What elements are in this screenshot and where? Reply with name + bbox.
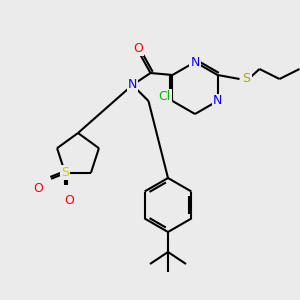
Text: O: O <box>33 182 43 195</box>
Text: S: S <box>242 73 250 85</box>
Text: O: O <box>134 41 143 55</box>
Text: Cl: Cl <box>158 89 171 103</box>
Text: N: N <box>213 94 222 107</box>
Text: N: N <box>128 79 137 92</box>
Text: N: N <box>190 56 200 68</box>
Text: O: O <box>64 194 74 207</box>
Text: S: S <box>61 166 69 179</box>
